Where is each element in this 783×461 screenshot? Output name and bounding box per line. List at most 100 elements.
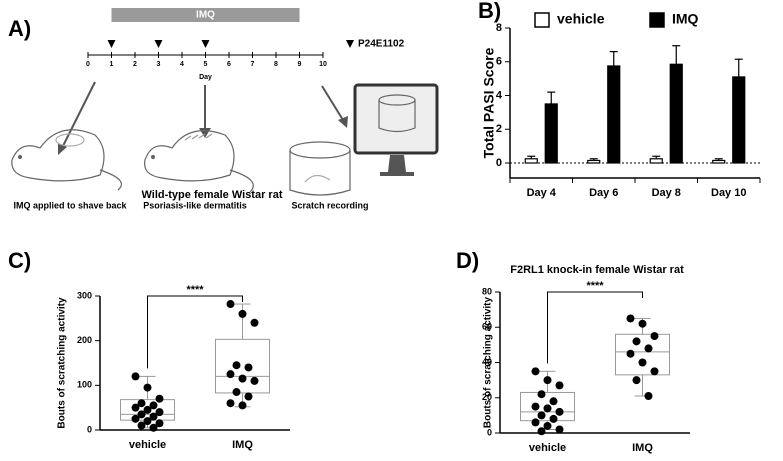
- timeline-tick-label: 5: [204, 61, 208, 68]
- bar: [669, 63, 683, 164]
- timeline-tick-label: 6: [227, 61, 231, 68]
- imq-bar: [111, 8, 300, 22]
- data-point: [131, 414, 140, 423]
- box: [520, 391, 575, 422]
- bar: [732, 76, 746, 164]
- y-tick-label: 60: [482, 322, 492, 332]
- data-point: [537, 427, 546, 436]
- caption: Psoriasis-like dermatitis: [143, 200, 247, 210]
- data-point: [226, 300, 235, 309]
- data-point: [650, 367, 659, 376]
- bar: [587, 159, 601, 164]
- data-point: [149, 401, 158, 410]
- data-point: [143, 417, 152, 426]
- x-tick-label: IMQ: [232, 439, 253, 451]
- data-point: [543, 421, 552, 430]
- illustrations: [11, 81, 439, 196]
- y-tick-label: 20: [482, 392, 492, 402]
- data-point: [644, 344, 653, 353]
- rat: [11, 129, 122, 191]
- x-tick-label: IMQ: [632, 442, 653, 454]
- data-point: [131, 403, 140, 412]
- cage: [289, 141, 351, 196]
- significance-label: ****: [586, 280, 604, 292]
- y-tick-label: 40: [482, 357, 492, 367]
- data-point: [632, 337, 641, 346]
- data-point: [226, 399, 235, 408]
- imq-bar-label: IMQ: [196, 10, 215, 21]
- data-point: [244, 392, 253, 401]
- y-tick-label: 300: [77, 290, 92, 300]
- data-point: [644, 391, 653, 400]
- data-point: [555, 407, 564, 416]
- significance-bracket: [547, 291, 643, 364]
- data-point: [244, 363, 253, 372]
- y-tick-label: 0: [487, 427, 492, 437]
- data-point: [149, 412, 158, 421]
- data-point: [232, 361, 241, 370]
- y-tick-label: 4: [496, 89, 503, 101]
- data-point: [250, 318, 259, 327]
- bar: [544, 103, 558, 164]
- y-axis-label: Bouts of scratching activity: [57, 297, 68, 429]
- timeline-tick-label: 8: [274, 61, 278, 68]
- data-point: [149, 423, 158, 432]
- timeline-tick-label: 9: [298, 61, 302, 68]
- significance-bracket: [147, 295, 243, 369]
- x-tick-label: Day 6: [589, 187, 618, 199]
- timeline-tick-label: 3: [157, 61, 161, 68]
- panel-label: A): [8, 16, 31, 41]
- data-point: [632, 376, 641, 385]
- panel-label: C): [8, 248, 31, 273]
- data-point: [155, 394, 164, 403]
- data-point: [137, 410, 146, 419]
- data-point: [537, 390, 546, 399]
- y-tick-label: 80: [482, 286, 492, 296]
- data-point: [549, 397, 558, 406]
- y-axis-label: Total PASI Score: [481, 47, 497, 158]
- data-point: [238, 309, 247, 318]
- y-tick-label: 6: [496, 56, 502, 68]
- timeline-tick-label: 10: [319, 61, 327, 68]
- timeline-tick-label: 7: [251, 61, 255, 68]
- x-tick-label: Day 10: [711, 187, 746, 199]
- data-point: [143, 405, 152, 414]
- injection-marker: [107, 40, 116, 48]
- data-point: [131, 372, 140, 381]
- data-point: [543, 404, 552, 413]
- data-point: [638, 319, 647, 328]
- chart-title: F2RL1 knock-in female Wistar rat: [510, 264, 684, 276]
- y-axis-label: Bouts of scratching activity: [483, 296, 494, 428]
- panel-label: D): [456, 248, 479, 273]
- bar: [607, 65, 621, 164]
- data-point: [638, 358, 647, 367]
- y-tick-label: 0: [496, 157, 502, 169]
- data-point: [555, 381, 564, 390]
- timeline-tick-label: 0: [86, 61, 90, 68]
- data-point: [549, 414, 558, 423]
- x-tick-label: vehicle: [529, 442, 566, 454]
- x-tick-label: Day 8: [652, 187, 681, 199]
- data-point: [143, 383, 152, 392]
- x-tick-label: Day 4: [527, 187, 557, 199]
- data-point: [531, 367, 540, 376]
- marker-legend-label: P24E1102: [358, 39, 405, 50]
- y-tick-label: 200: [77, 335, 92, 345]
- y-tick-label: 8: [496, 22, 502, 34]
- bar: [524, 158, 538, 164]
- significance-label: ****: [186, 284, 204, 296]
- monitor: [353, 83, 439, 176]
- data-point: [226, 370, 235, 379]
- data-point: [137, 421, 146, 430]
- box: [215, 338, 270, 394]
- panel-label: B): [478, 0, 501, 23]
- injection-marker: [201, 40, 210, 48]
- rat: [144, 130, 254, 193]
- legend-swatch: [534, 12, 550, 28]
- data-point: [650, 332, 659, 341]
- legend-label: IMQ: [672, 11, 699, 27]
- y-tick-label: 2: [496, 123, 502, 135]
- y-tick-label: 100: [77, 380, 92, 390]
- data-point: [531, 418, 540, 427]
- timeline-tick-label: 4: [180, 61, 184, 68]
